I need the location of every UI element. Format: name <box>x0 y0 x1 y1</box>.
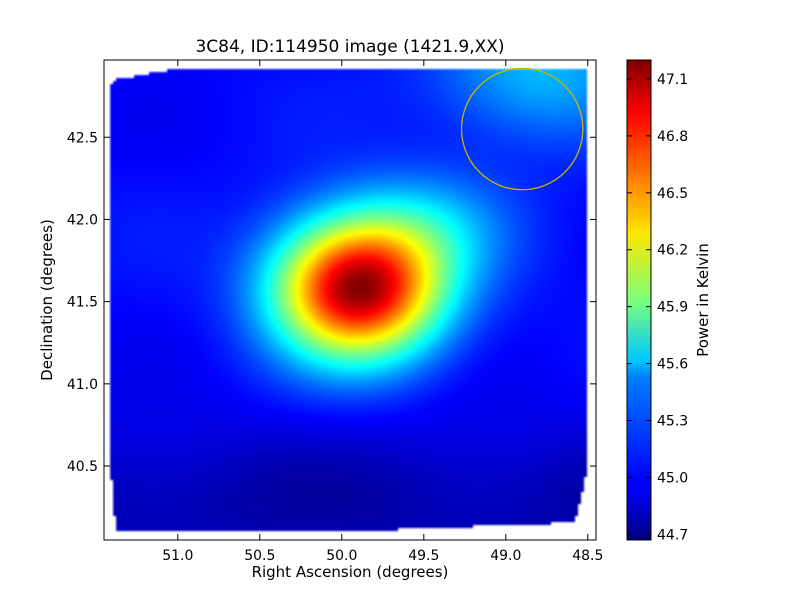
y-tick-label: 41.0 <box>67 377 98 393</box>
beam-circle <box>460 67 584 191</box>
colorbar-tick-label: 45.0 <box>657 470 688 486</box>
x-axis-ticks: 51.0 50.5 50.0 49.5 49.0 48.5 <box>162 60 603 564</box>
heatmap-area <box>104 60 596 540</box>
x-axis-label: Right Ascension (degrees) <box>252 563 449 581</box>
y-axis-label: Declination (degrees) <box>38 219 56 381</box>
colorbar-gradient <box>626 59 652 541</box>
y-axis-ticks: 40.5 41.0 41.5 42.0 42.5 <box>67 130 596 475</box>
colorbar-tick-label: 45.3 <box>657 413 688 429</box>
heatmap-image <box>104 60 596 540</box>
colorbar-tick-label: 47.1 <box>657 72 688 88</box>
marks-layer <box>460 67 584 191</box>
colorbar-tick-label: 46.5 <box>657 186 688 202</box>
colorbar: 44.7 45.0 45.3 45.6 45.9 46.2 46.5 46.8 47.1 Pow… <box>626 59 712 543</box>
chart-title: 3C84, ID:114950 image (1421.9,XX) <box>195 37 504 57</box>
y-tick-label: 42.5 <box>67 130 98 146</box>
x-tick-label: 48.5 <box>572 548 603 564</box>
colorbar-label: Power in Kelvin <box>694 243 712 357</box>
x-tick-label: 50.0 <box>326 548 357 564</box>
x-tick-label: 51.0 <box>162 548 193 564</box>
y-tick-label: 40.5 <box>67 459 98 475</box>
colorbar-tick-label: 45.6 <box>657 357 688 373</box>
y-tick-label: 42.0 <box>67 212 98 228</box>
colorbar-ticks: 44.7 45.0 45.3 45.6 45.9 46.2 46.5 46.8 47.1 <box>627 72 688 543</box>
colorbar-tick-label: 46.8 <box>657 129 688 145</box>
plot-frame <box>103 59 597 541</box>
x-tick-label: 50.5 <box>244 548 275 564</box>
colorbar-tick-label: 46.2 <box>657 243 688 259</box>
colorbar-tick-label: 45.9 <box>657 300 688 316</box>
x-tick-label: 49.5 <box>408 548 439 564</box>
colorbar-tick-label: 44.7 <box>657 527 688 543</box>
y-tick-label: 41.5 <box>67 295 98 311</box>
x-tick-label: 49.0 <box>490 548 521 564</box>
